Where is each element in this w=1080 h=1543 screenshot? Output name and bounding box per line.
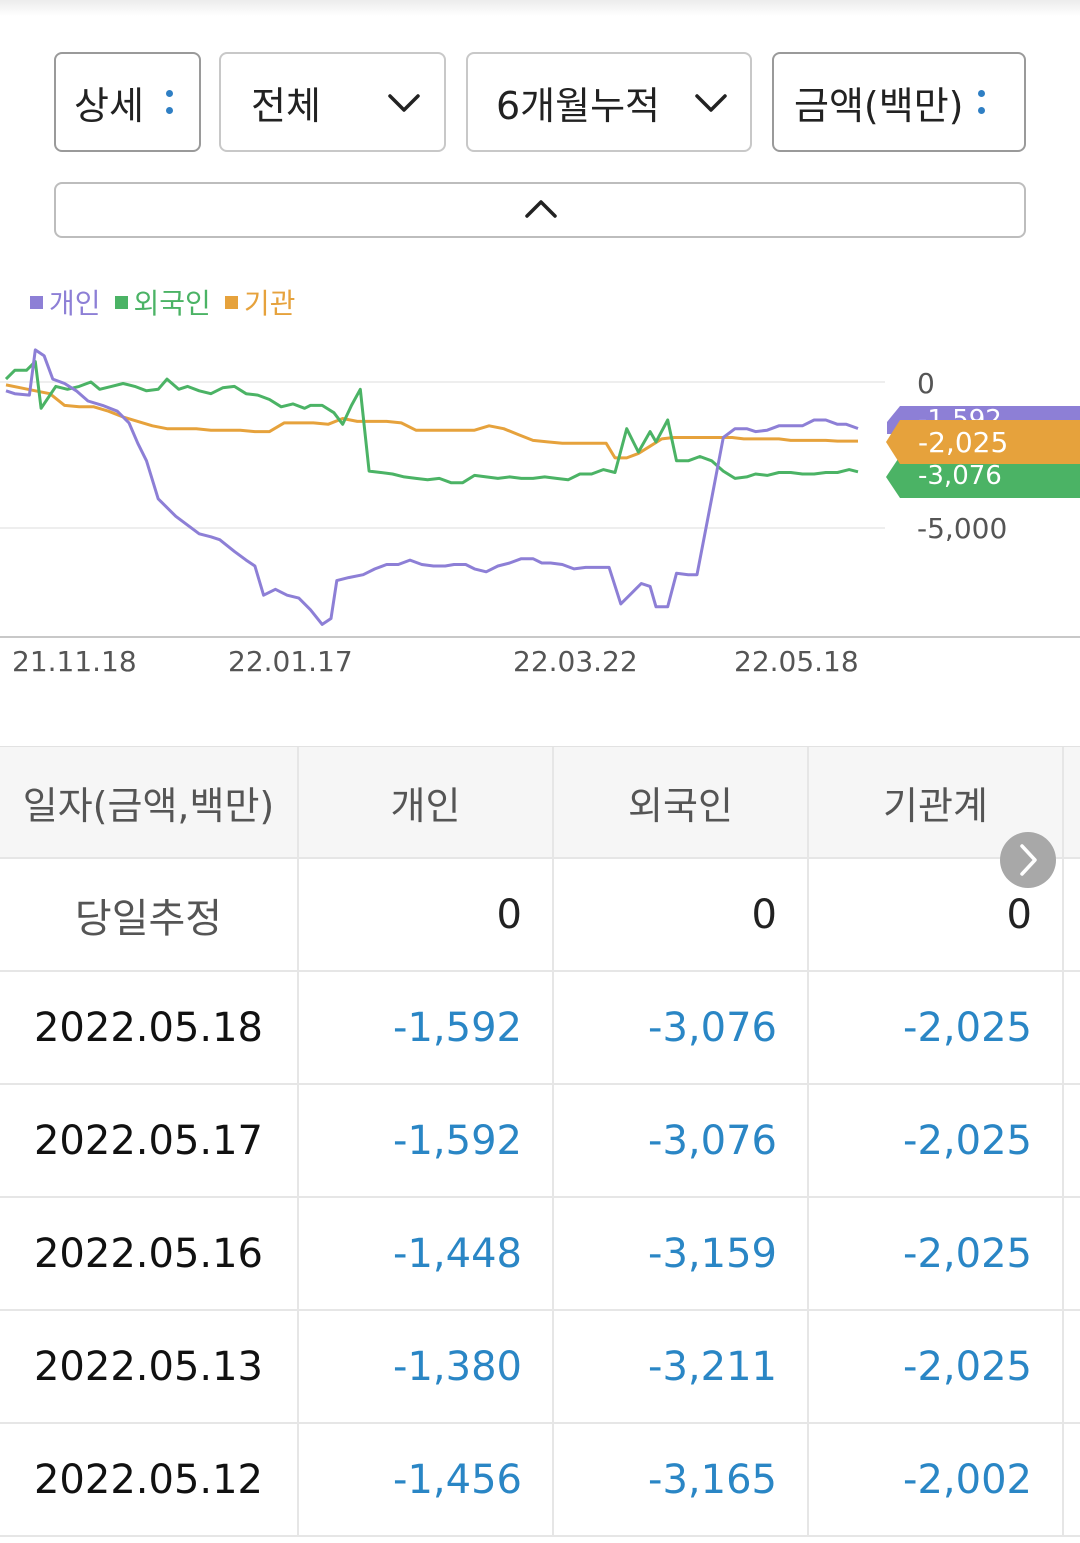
row-overflow (1064, 972, 1080, 1083)
row-institution: -2,025 (809, 1085, 1064, 1196)
chevron-down-icon (388, 94, 420, 112)
legend-item-individual: 개인 (30, 282, 101, 322)
row-individual: -1,380 (299, 1311, 554, 1422)
chevron-down-icon (695, 94, 727, 112)
line-chart-svg: 0 -5,000 -1,592 -3,076 -2,025 21.11.18 2… (0, 348, 1080, 678)
table-row: 당일추정 0 0 0 (0, 859, 1080, 972)
row-foreign: -3,211 (554, 1311, 809, 1422)
y-tick-label: -5,000 (917, 512, 1007, 545)
header-individual: 개인 (299, 747, 554, 857)
investor-chart[interactable]: 0 -5,000 -1,592 -3,076 -2,025 21.11.18 2… (0, 330, 1080, 690)
row-institution: -2,025 (809, 972, 1064, 1083)
more-dots-icon (165, 90, 173, 114)
chart-legend: 개인 외국인 기관 (30, 282, 309, 322)
x-tick-label: 22.05.18 (734, 645, 859, 678)
row-overflow (1064, 1198, 1080, 1309)
end-label-institution-text: -2,025 (918, 426, 1008, 459)
header-foreign: 외국인 (554, 747, 809, 857)
row-overflow (1064, 1311, 1080, 1422)
row-institution: -2,002 (809, 1424, 1064, 1535)
row-foreign: -3,159 (554, 1198, 809, 1309)
row-overflow (1064, 1424, 1080, 1535)
chevron-up-icon (525, 200, 557, 218)
row-foreign: -3,076 (554, 1085, 809, 1196)
view-select-label: 상세 (74, 83, 144, 128)
top-shadow (0, 0, 1080, 16)
end-label-institution: -2,025 (886, 420, 1080, 464)
end-label-foreign: -3,076 (886, 456, 1080, 498)
legend-item-foreign: 외국인 (114, 282, 211, 322)
table-row: 2022.05.12 -1,456 -3,165 -2,002 (0, 1424, 1080, 1537)
row-date: 2022.05.12 (0, 1424, 299, 1535)
legend-label: 외국인 (133, 287, 211, 320)
row-date: 2022.05.17 (0, 1085, 299, 1196)
header-date: 일자(금액,백만) (0, 747, 299, 857)
chevron-right-icon (1020, 844, 1037, 876)
scope-select-label: 전체 (251, 83, 321, 128)
series-line-foreign (4, 360, 859, 485)
row-individual: 0 (299, 859, 554, 970)
series-layer (4, 348, 859, 626)
row-foreign: -3,076 (554, 972, 809, 1083)
x-tick-label: 21.11.18 (12, 645, 137, 678)
collapse-button[interactable] (54, 182, 1026, 238)
scroll-right-button[interactable] (1000, 832, 1056, 888)
row-institution: 0 (809, 859, 1064, 970)
scope-select[interactable]: 전체 (219, 52, 446, 152)
row-overflow (1064, 1085, 1080, 1196)
row-individual: -1,592 (299, 972, 554, 1083)
row-date: 당일추정 (0, 859, 299, 970)
row-individual: -1,592 (299, 1085, 554, 1196)
row-individual: -1,456 (299, 1424, 554, 1535)
header-institution: 기관계 (809, 747, 1064, 857)
row-foreign: 0 (554, 859, 809, 970)
period-select-label: 6개월누적 (496, 83, 661, 128)
row-individual: -1,448 (299, 1198, 554, 1309)
table-row: 2022.05.13 -1,380 -3,211 -2,025 (0, 1311, 1080, 1424)
x-tick-label: 22.01.17 (228, 645, 353, 678)
row-overflow (1064, 859, 1080, 970)
header-overflow (1064, 747, 1080, 857)
x-tick-label: 22.03.22 (513, 645, 638, 678)
row-date: 2022.05.16 (0, 1198, 299, 1309)
table-row: 2022.05.16 -1,448 -3,159 -2,025 (0, 1198, 1080, 1311)
end-label-foreign-text: -3,076 (918, 461, 1002, 491)
row-foreign: -3,165 (554, 1424, 809, 1535)
unit-select-label: 금액(백만) (794, 83, 964, 128)
legend-swatch (30, 295, 43, 309)
row-date: 2022.05.18 (0, 972, 299, 1083)
legend-label: 개인 (49, 287, 101, 320)
table-row: 2022.05.18 -1,592 -3,076 -2,025 (0, 972, 1080, 1085)
legend-swatch (224, 295, 238, 309)
period-select[interactable]: 6개월누적 (466, 52, 752, 152)
row-date: 2022.05.13 (0, 1311, 299, 1422)
unit-select[interactable]: 금액(백만) (772, 52, 1026, 152)
series-line-institution (5, 383, 858, 460)
row-institution: -2,025 (809, 1311, 1064, 1422)
row-institution: -2,025 (809, 1198, 1064, 1309)
table-row: 2022.05.17 -1,592 -3,076 -2,025 (0, 1085, 1080, 1198)
y-tick-label: 0 (917, 367, 935, 400)
view-select[interactable]: 상세 (54, 52, 201, 152)
legend-swatch (114, 295, 128, 309)
legend-label: 기관 (243, 287, 296, 320)
series-line-individual (5, 348, 859, 626)
legend-item-institution: 기관 (224, 282, 296, 322)
table-header-row: 일자(금액,백만) 개인 외국인 기관계 (0, 746, 1080, 859)
more-dots-icon (977, 90, 985, 114)
